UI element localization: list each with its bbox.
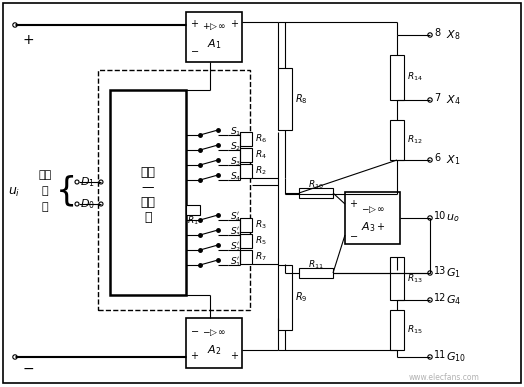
Text: 译码: 译码 [140,166,156,179]
Text: $R_{13}$: $R_{13}$ [407,273,423,285]
Text: $S_4$: $S_4$ [230,171,242,183]
Text: $S_3$: $S_3$ [230,156,241,168]
Text: $X_8$: $X_8$ [446,28,461,42]
Bar [299,188,333,198]
Text: $D_0$: $D_0$ [80,197,95,211]
Text: $R_9$: $R_9$ [295,291,308,305]
Text: +: + [190,19,198,29]
Text: +: + [22,33,34,47]
Text: $S_3'$: $S_3'$ [230,225,241,239]
Bar [186,12,242,62]
Text: $S_2'$: $S_2'$ [230,240,241,254]
Text: $-\!\triangleright\!\infty$: $-\!\triangleright\!\infty$ [202,328,226,338]
Text: $A_2$: $A_2$ [207,343,221,357]
Bar [240,164,252,178]
Text: $R_{15}$: $R_{15}$ [407,324,423,336]
Text: $R_2$: $R_2$ [255,165,267,177]
Text: $R_{11}$: $R_{11}$ [308,259,324,271]
Text: —: — [142,181,154,194]
Bar [299,268,333,278]
Text: $R_{14}$: $R_{14}$ [407,71,423,83]
Text: $S_2$: $S_2$ [230,141,241,153]
Text: $R_8$: $R_8$ [295,92,308,106]
Text: 13: 13 [434,266,446,276]
Bar [240,132,252,146]
Text: 数字: 数字 [38,170,52,180]
Bar [240,234,252,248]
Text: $S_1'$: $S_1'$ [230,255,241,269]
Bar [186,318,242,368]
Text: $R_1$: $R_1$ [187,215,199,227]
Text: 11: 11 [434,350,446,360]
Text: +: + [230,19,238,29]
Text: $-$: $-$ [22,361,34,375]
Text: $G_{10}$: $G_{10}$ [446,350,466,364]
Text: $+\!\triangleright\!\infty$: $+\!\triangleright\!\infty$ [202,22,226,32]
Bar [240,250,252,264]
Bar [390,257,404,300]
Text: $R_4$: $R_4$ [255,149,267,161]
Text: $-$: $-$ [190,325,199,335]
Text: $S_4'$: $S_4'$ [230,210,242,224]
Text: $G_1$: $G_1$ [446,266,461,280]
Bar [390,120,404,160]
Text: $X_4$: $X_4$ [446,93,461,107]
Text: 6: 6 [434,153,440,163]
Text: $G_4$: $G_4$ [446,293,461,307]
Bar [240,218,252,232]
Text: $R_{12}$: $R_{12}$ [407,134,423,146]
Bar [345,192,400,244]
Text: 12: 12 [434,293,446,303]
Text: $R_{10}$: $R_{10}$ [308,179,324,191]
Text: +: + [349,199,357,209]
Bar [240,148,252,162]
Bar [390,310,404,350]
Text: $u_o$: $u_o$ [446,212,460,224]
Text: $R_5$: $R_5$ [255,235,267,247]
Bar [186,205,200,215]
Text: +: + [230,351,238,361]
Text: $A_1$: $A_1$ [207,37,221,51]
Bar [278,68,292,130]
Text: 10: 10 [434,211,446,221]
Text: $X_1$: $X_1$ [446,153,461,167]
Bar [390,55,404,100]
Text: $D_1$: $D_1$ [80,175,95,189]
Text: 驱动: 驱动 [140,196,156,209]
Text: $-$: $-$ [190,45,199,55]
Text: $-$: $-$ [349,230,358,240]
Bar [278,265,292,330]
Bar [98,70,250,310]
Text: $R_7$: $R_7$ [255,251,267,263]
Text: $A_3$: $A_3$ [361,220,376,234]
Text: 8: 8 [434,28,440,38]
Text: +: + [190,351,198,361]
Text: $-\!\triangleright\!\infty$: $-\!\triangleright\!\infty$ [361,205,384,215]
Text: 输: 输 [42,186,48,196]
Text: $S_1$: $S_1$ [230,126,241,138]
Text: $R_3$: $R_3$ [255,219,267,231]
Text: +: + [377,222,385,232]
Text: $R_6$: $R_6$ [255,133,267,145]
Text: 器: 器 [144,211,152,224]
Text: 7: 7 [434,93,440,103]
Text: 入: 入 [42,202,48,212]
Bar [110,90,186,295]
Text: {: { [56,175,77,207]
Text: www.elecfans.com: www.elecfans.com [409,373,480,382]
Text: $u_i$: $u_i$ [8,185,20,199]
